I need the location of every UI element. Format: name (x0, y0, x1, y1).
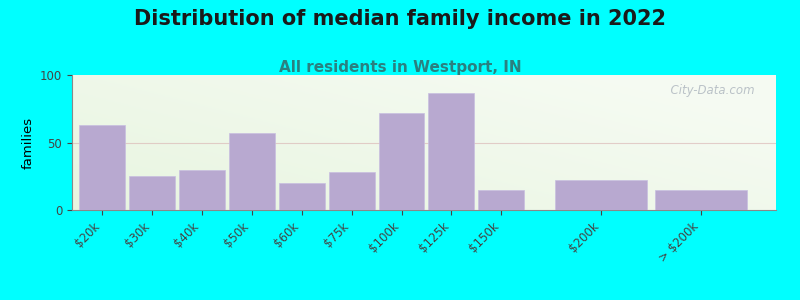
Bar (655, 190, 747, 210)
Bar (79, 125, 125, 210)
Bar (129, 176, 175, 210)
Bar (378, 113, 425, 210)
Bar (478, 190, 524, 210)
Text: Distribution of median family income in 2022: Distribution of median family income in … (134, 9, 666, 29)
Bar (278, 183, 325, 210)
Bar (429, 92, 474, 210)
Text: All residents in Westport, IN: All residents in Westport, IN (278, 60, 522, 75)
Bar (229, 133, 274, 210)
Y-axis label: families: families (22, 116, 34, 169)
Bar (555, 180, 647, 210)
Bar (329, 172, 374, 210)
Text: City-Data.com: City-Data.com (663, 84, 755, 98)
Bar (179, 169, 225, 210)
